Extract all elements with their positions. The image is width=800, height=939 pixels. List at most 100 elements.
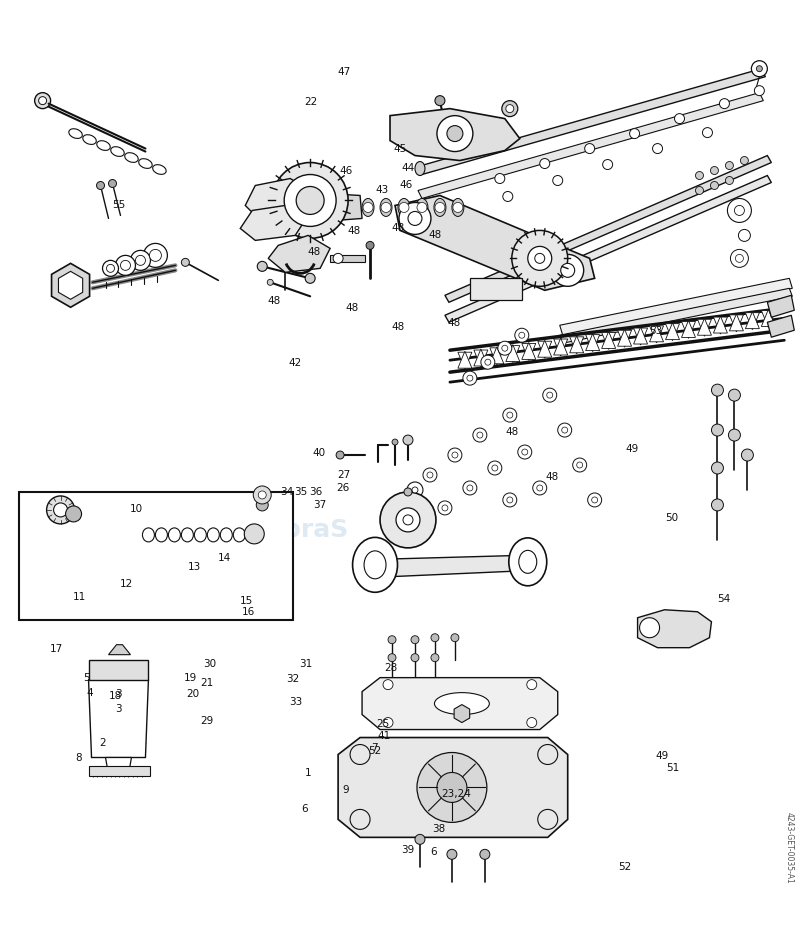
Circle shape bbox=[754, 85, 764, 96]
Circle shape bbox=[437, 115, 473, 151]
Circle shape bbox=[258, 261, 267, 271]
Polygon shape bbox=[58, 271, 82, 300]
Bar bbox=[18, 492, 293, 620]
Circle shape bbox=[695, 172, 703, 179]
Ellipse shape bbox=[452, 198, 464, 217]
Circle shape bbox=[518, 332, 525, 338]
Ellipse shape bbox=[380, 198, 392, 217]
Circle shape bbox=[427, 472, 433, 478]
Circle shape bbox=[538, 745, 558, 764]
Circle shape bbox=[729, 389, 741, 401]
Circle shape bbox=[526, 717, 537, 728]
Ellipse shape bbox=[364, 551, 386, 578]
Text: 40: 40 bbox=[312, 448, 325, 457]
Circle shape bbox=[738, 229, 750, 241]
Circle shape bbox=[528, 246, 552, 270]
Text: Powered by VibraS: Powered by VibraS bbox=[81, 518, 348, 543]
Circle shape bbox=[562, 427, 568, 433]
Ellipse shape bbox=[138, 159, 152, 168]
Text: 6: 6 bbox=[430, 847, 437, 857]
Text: 48: 48 bbox=[346, 303, 358, 314]
Ellipse shape bbox=[153, 164, 166, 175]
Text: 53: 53 bbox=[649, 326, 662, 336]
Polygon shape bbox=[586, 334, 600, 351]
Polygon shape bbox=[634, 328, 647, 345]
Text: 48: 48 bbox=[392, 223, 405, 233]
Circle shape bbox=[34, 93, 50, 109]
Ellipse shape bbox=[207, 528, 219, 542]
Circle shape bbox=[396, 508, 420, 531]
Circle shape bbox=[417, 752, 487, 823]
Circle shape bbox=[711, 384, 723, 396]
Text: 55: 55 bbox=[112, 200, 126, 210]
Polygon shape bbox=[730, 315, 743, 331]
Circle shape bbox=[463, 371, 477, 385]
Polygon shape bbox=[51, 263, 90, 307]
Text: 48: 48 bbox=[347, 226, 360, 237]
Circle shape bbox=[561, 263, 574, 277]
Polygon shape bbox=[682, 321, 695, 338]
Polygon shape bbox=[490, 346, 504, 363]
Ellipse shape bbox=[182, 528, 194, 542]
Circle shape bbox=[363, 203, 373, 212]
Circle shape bbox=[711, 424, 723, 436]
Circle shape bbox=[467, 485, 473, 491]
Circle shape bbox=[602, 160, 613, 170]
Polygon shape bbox=[554, 338, 568, 355]
Polygon shape bbox=[474, 350, 488, 367]
Text: 7: 7 bbox=[371, 743, 378, 753]
Circle shape bbox=[305, 273, 315, 284]
Circle shape bbox=[710, 166, 718, 175]
Text: 43: 43 bbox=[376, 185, 389, 195]
Circle shape bbox=[639, 618, 659, 638]
Polygon shape bbox=[246, 178, 310, 219]
Circle shape bbox=[502, 100, 518, 116]
Circle shape bbox=[515, 329, 529, 342]
Circle shape bbox=[411, 654, 419, 662]
Circle shape bbox=[109, 179, 117, 188]
Circle shape bbox=[695, 187, 703, 194]
Polygon shape bbox=[666, 323, 679, 340]
Text: 48: 48 bbox=[429, 230, 442, 240]
Text: 30: 30 bbox=[203, 659, 217, 670]
Text: 52: 52 bbox=[618, 862, 632, 872]
Circle shape bbox=[244, 524, 264, 544]
Text: 4: 4 bbox=[87, 687, 94, 698]
Circle shape bbox=[411, 636, 419, 644]
Circle shape bbox=[577, 462, 582, 468]
Polygon shape bbox=[418, 69, 766, 175]
Circle shape bbox=[438, 500, 452, 515]
Polygon shape bbox=[560, 288, 792, 344]
Text: 9: 9 bbox=[342, 785, 349, 795]
Polygon shape bbox=[362, 678, 558, 730]
Circle shape bbox=[66, 506, 82, 522]
Polygon shape bbox=[458, 352, 472, 369]
Circle shape bbox=[333, 254, 343, 263]
Circle shape bbox=[403, 435, 413, 445]
Text: 2: 2 bbox=[100, 738, 106, 748]
Polygon shape bbox=[89, 680, 149, 758]
Polygon shape bbox=[268, 236, 330, 272]
Circle shape bbox=[388, 654, 396, 662]
Circle shape bbox=[573, 458, 586, 472]
Circle shape bbox=[412, 504, 424, 516]
Text: 41: 41 bbox=[378, 731, 390, 741]
Polygon shape bbox=[360, 555, 545, 577]
Circle shape bbox=[756, 66, 762, 71]
Polygon shape bbox=[698, 318, 711, 335]
Text: 49: 49 bbox=[655, 751, 669, 762]
Circle shape bbox=[751, 61, 767, 77]
Polygon shape bbox=[714, 316, 727, 333]
Ellipse shape bbox=[69, 129, 82, 138]
Ellipse shape bbox=[82, 134, 96, 145]
Ellipse shape bbox=[518, 550, 537, 574]
Polygon shape bbox=[767, 316, 794, 337]
Polygon shape bbox=[240, 206, 308, 240]
Circle shape bbox=[106, 265, 114, 272]
Bar bbox=[89, 660, 149, 680]
Polygon shape bbox=[506, 346, 520, 362]
Circle shape bbox=[435, 203, 445, 212]
Text: 48: 48 bbox=[267, 296, 281, 306]
Circle shape bbox=[150, 250, 162, 261]
Text: 4243-GET-0035-A1: 4243-GET-0035-A1 bbox=[785, 811, 794, 884]
